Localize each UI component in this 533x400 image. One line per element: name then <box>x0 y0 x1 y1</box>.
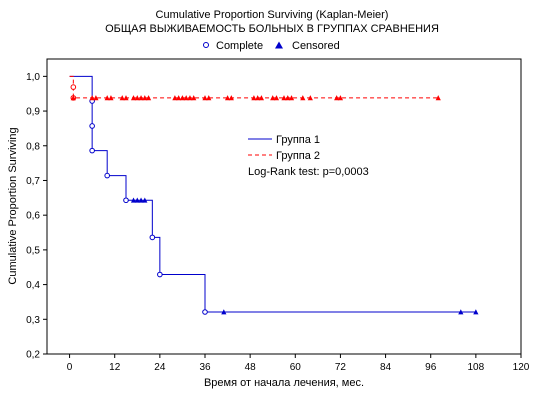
x-tick-label: 72 <box>335 362 347 373</box>
censored-point <box>89 95 95 101</box>
complete-point <box>104 172 110 179</box>
censored-point <box>179 95 186 101</box>
y-axis: 0,2 0,3 0,4 0,5 0,6 0,7 0,8 0,9 1,0 <box>26 72 47 361</box>
censored-point <box>251 95 257 101</box>
censored-point <box>206 95 212 101</box>
legend-complete-marker <box>203 42 209 48</box>
x-tick-label: 12 <box>109 362 121 373</box>
legend-censored-marker <box>275 41 283 49</box>
censored-point <box>104 95 110 101</box>
x-tick-label: 108 <box>468 362 485 373</box>
censored-point <box>224 95 231 101</box>
y-tick-label: 0,9 <box>26 107 40 118</box>
censored-point <box>288 95 295 101</box>
legend-group1-label: Группа 1 <box>276 134 320 146</box>
censored-point <box>138 95 144 101</box>
censored-point <box>119 95 125 101</box>
y-tick-label: 0,6 <box>26 211 40 222</box>
x-axis: 0 12 24 36 48 60 72 84 96 108 120 <box>67 354 530 373</box>
censored-point <box>134 197 140 203</box>
series-1 <box>69 75 479 315</box>
x-tick-label: 0 <box>67 362 73 373</box>
censored-point <box>334 95 340 101</box>
series-line <box>69 75 476 313</box>
x-axis-label: Время от начала лечения, мес. <box>204 377 364 389</box>
complete-point <box>202 309 208 315</box>
censored-point <box>142 197 148 203</box>
x-tick-label: 36 <box>199 362 211 373</box>
censored-point <box>273 95 280 101</box>
censored-point <box>307 95 313 101</box>
y-tick-label: 0,7 <box>26 176 40 187</box>
censored-point <box>176 95 182 101</box>
censored-point <box>458 309 464 315</box>
y-tick-label: 0,2 <box>26 350 40 361</box>
x-tick-label: 120 <box>513 362 530 373</box>
censored-point <box>172 95 178 101</box>
censored-point <box>258 95 265 101</box>
complete-point <box>157 271 163 278</box>
censored-point <box>270 95 276 101</box>
censored-point <box>228 95 234 101</box>
censored-point <box>281 95 287 101</box>
x-tick-label: 24 <box>154 362 166 373</box>
censored-point <box>202 95 208 101</box>
plot-frame <box>46 58 522 355</box>
series-layer <box>69 75 479 315</box>
complete-point <box>89 123 95 129</box>
legend-group2-label: Группа 2 <box>276 150 320 162</box>
censored-point <box>435 95 441 101</box>
censored-point <box>285 95 291 101</box>
censored-point <box>138 197 144 203</box>
chart-subtitle: ОБЩАЯ ВЫЖИВАЕМОСТЬ БОЛЬНЫХ В ГРУППАХ СРА… <box>105 23 439 35</box>
censored-point <box>123 95 129 101</box>
y-tick-label: 0,5 <box>26 245 40 256</box>
log-rank-annotation: Log-Rank test: p=0,0003 <box>248 166 369 178</box>
complete-point <box>123 197 129 204</box>
complete-point <box>89 147 95 154</box>
complete-point <box>149 234 156 241</box>
y-axis-label: Cumulative Proportion Surviving <box>7 127 19 284</box>
censored-point <box>130 197 137 203</box>
legend-censored-label: Censored <box>292 40 340 52</box>
censored-point <box>70 95 76 101</box>
censored-point <box>145 95 152 101</box>
complete-point <box>70 84 77 90</box>
censored-point <box>142 95 148 101</box>
y-tick-label: 1,0 <box>26 72 40 83</box>
y-tick-label: 0,8 <box>26 141 40 152</box>
x-tick-label: 60 <box>290 362 302 373</box>
censored-point <box>187 95 193 101</box>
censored-point <box>93 95 99 101</box>
series-line <box>69 75 439 99</box>
censored-point <box>191 95 197 101</box>
legend-complete-label: Complete <box>216 40 263 52</box>
x-tick-label: 96 <box>425 362 437 373</box>
censored-point <box>183 95 189 101</box>
y-tick-label: 0,3 <box>26 315 40 326</box>
x-tick-label: 84 <box>380 362 392 373</box>
censored-point <box>473 309 479 315</box>
series-legend: Группа 1 Группа 2 Log-Rank test: p=0,000… <box>248 134 369 178</box>
censored-point <box>134 95 140 101</box>
marker-legend: Complete Censored <box>203 40 340 52</box>
censored-point <box>300 95 306 101</box>
series-2 <box>69 75 441 101</box>
censored-point <box>255 95 261 101</box>
y-tick-label: 0,4 <box>26 280 40 291</box>
censored-point <box>108 95 114 101</box>
censored-point <box>130 95 137 101</box>
censored-point <box>221 309 227 315</box>
x-tick-label: 48 <box>245 362 257 373</box>
chart-title: Cumulative Proportion Surviving (Kaplan-… <box>156 9 389 21</box>
censored-point <box>337 95 344 101</box>
